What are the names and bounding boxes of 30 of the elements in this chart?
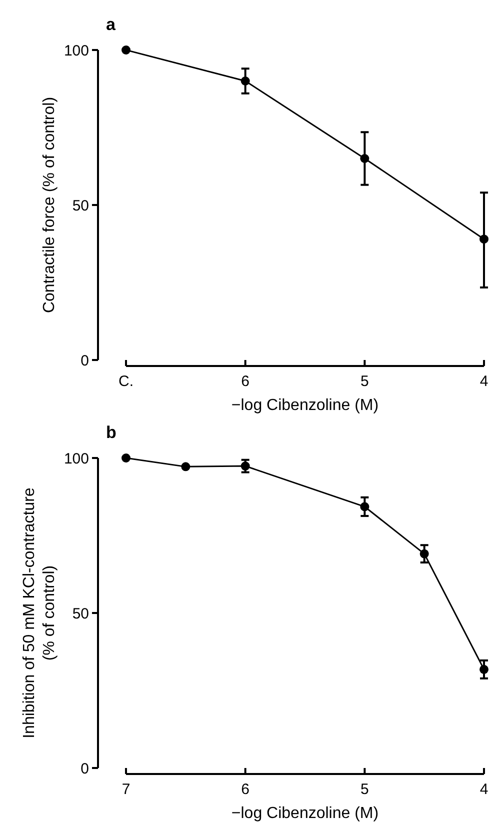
x-axis-title: −log Cibenzoline (M) (231, 805, 379, 822)
y-tick-label: 100 (64, 450, 89, 468)
x-axis-title: −log Cibenzoline (M) (231, 397, 379, 414)
point (240, 462, 250, 471)
point (122, 454, 130, 462)
point (480, 664, 488, 674)
chart-title: a (106, 15, 116, 34)
y-axis-title: Inhibition of 50 mM KCl-contracture (% of control) (21, 488, 58, 738)
point (360, 154, 370, 163)
point (181, 462, 190, 472)
x-tick-label: 4 (480, 373, 488, 390)
x-tick-label: 7 (122, 781, 130, 798)
point (360, 502, 370, 512)
x-tick-label: C. (118, 373, 134, 390)
point (420, 549, 429, 558)
point (122, 46, 130, 54)
y-tick-label: 0 (80, 760, 89, 778)
x-tick-label: 6 (241, 373, 250, 390)
y-tick-label: 50 (72, 197, 89, 214)
point (480, 234, 488, 244)
y-tick-label: 100 (64, 42, 89, 60)
y-tick-label: 0 (80, 352, 89, 370)
x-tick-label: 4 (480, 781, 488, 798)
y-tick-label: 50 (72, 605, 89, 622)
x-tick-label: 5 (360, 373, 369, 390)
x-tick-label: 5 (360, 781, 369, 798)
point (240, 76, 250, 86)
y-axis-title: Contractile force (% of control) (41, 96, 58, 314)
x-tick-label: 6 (241, 781, 250, 798)
chart-title: b (106, 423, 116, 442)
